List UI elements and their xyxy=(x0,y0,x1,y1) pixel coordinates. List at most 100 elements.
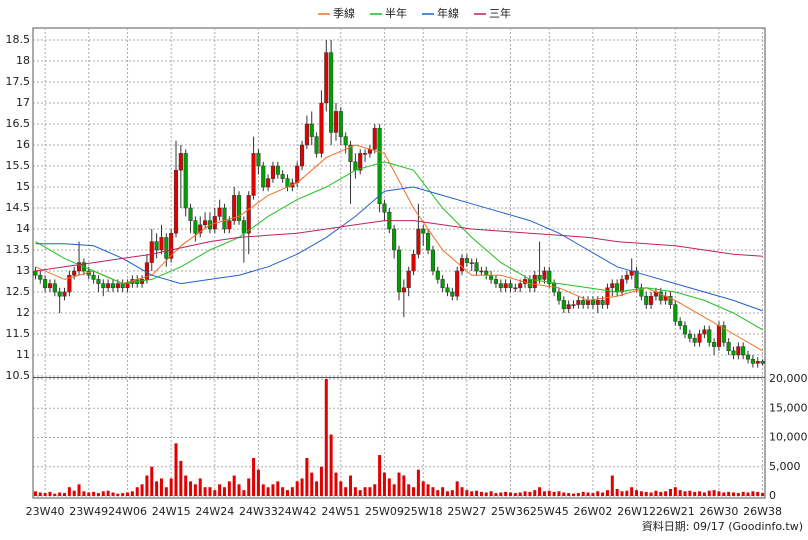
candle-body xyxy=(697,333,702,343)
volume-bar xyxy=(698,491,702,496)
volume-bar xyxy=(717,491,721,496)
volume-bar xyxy=(572,493,576,496)
volume-bar xyxy=(407,484,411,496)
volume-bar xyxy=(96,493,100,496)
y2-tick-label: 0 xyxy=(769,489,776,502)
volume-bar xyxy=(77,484,81,496)
candle-body xyxy=(484,270,489,276)
volume-bar xyxy=(198,478,202,496)
candle-body xyxy=(270,165,276,179)
candle-body xyxy=(178,153,183,171)
candle-body xyxy=(295,165,300,184)
volume-bar xyxy=(751,491,755,496)
candle-body xyxy=(459,258,465,272)
volume-bar xyxy=(256,469,260,496)
volume-bar xyxy=(513,493,517,496)
volume-bar xyxy=(344,487,348,496)
volume-bar xyxy=(659,491,663,496)
y-tick-label: 16 xyxy=(16,138,30,151)
candle-body xyxy=(566,304,571,310)
volume-bar xyxy=(635,490,639,496)
moving-average-line xyxy=(35,186,763,312)
y-tick-label: 14.5 xyxy=(6,201,31,214)
volume-bar xyxy=(319,466,323,496)
volume-bar xyxy=(552,491,556,496)
volume-bar xyxy=(43,493,47,496)
candle-body xyxy=(639,287,644,297)
candle-body xyxy=(426,232,431,251)
candle-body xyxy=(464,258,469,263)
candle-body xyxy=(72,270,77,276)
candle-body xyxy=(474,262,479,272)
volume-bar xyxy=(746,492,750,496)
volume-bar xyxy=(542,491,546,496)
candle-body xyxy=(542,270,547,280)
candle-body xyxy=(232,195,237,221)
volume-bar xyxy=(92,491,96,496)
candle-body xyxy=(595,300,600,305)
volume-bar xyxy=(174,443,178,496)
candle-body xyxy=(556,291,562,301)
candle-body xyxy=(712,342,717,347)
candle-body xyxy=(256,153,261,167)
candle-body xyxy=(411,253,416,272)
candle-body xyxy=(445,287,450,293)
candle-body xyxy=(324,52,329,104)
candle-body xyxy=(401,287,406,293)
candle-body xyxy=(154,241,159,251)
volume-bar xyxy=(431,487,435,496)
y-tick-label: 13.5 xyxy=(6,243,31,256)
volume-bar xyxy=(678,490,682,496)
volume-bar xyxy=(164,487,168,496)
volume-bar xyxy=(639,491,643,496)
moving-average-line xyxy=(35,144,763,352)
volume-bar xyxy=(741,491,745,496)
candle-body xyxy=(348,144,353,163)
candle-body xyxy=(658,291,663,301)
candle-body xyxy=(198,224,203,234)
candle-body xyxy=(173,169,179,234)
volume-bar xyxy=(38,492,42,496)
volume-bar xyxy=(111,492,115,496)
candle-body xyxy=(382,203,387,213)
volume-bar xyxy=(538,487,542,496)
volume-bar xyxy=(58,492,62,496)
volume-bar xyxy=(213,490,217,496)
volume-bar xyxy=(310,472,314,496)
candle-body xyxy=(421,228,426,234)
candle-body xyxy=(605,287,610,305)
candle-body xyxy=(610,283,615,289)
candle-body xyxy=(392,228,397,251)
volume-bar xyxy=(392,484,396,496)
x-tick-label: 24W15 xyxy=(152,505,191,518)
candle-body xyxy=(222,207,227,230)
candle-body xyxy=(760,361,765,364)
volume-bar xyxy=(557,491,561,496)
candle-body xyxy=(678,321,683,326)
candle-body xyxy=(687,333,692,339)
x-tick-label: 26W38 xyxy=(743,505,782,518)
volume-bar xyxy=(33,491,37,496)
volume-bar xyxy=(693,491,697,496)
volume-bar xyxy=(736,493,740,496)
y-tick-label: 15.5 xyxy=(6,159,31,172)
candle-body xyxy=(741,346,746,356)
volume-bar xyxy=(727,491,731,496)
volume-bar xyxy=(547,490,551,496)
candle-body xyxy=(513,287,518,290)
candle-body xyxy=(498,283,503,289)
y-tick-label: 10.5 xyxy=(6,369,31,382)
volume-bar xyxy=(731,492,735,496)
candle-body xyxy=(493,279,499,284)
volume-bar xyxy=(353,487,357,496)
volume-bar xyxy=(150,466,154,496)
volume-bar xyxy=(145,475,149,496)
volume-bar xyxy=(140,484,144,496)
volume-bar xyxy=(441,487,445,496)
x-tick-label: 26W02 xyxy=(573,505,612,518)
candle-body xyxy=(251,153,256,196)
y-tick-label: 12 xyxy=(16,306,30,319)
volume-bar xyxy=(363,487,367,496)
volume-bar xyxy=(683,491,687,496)
